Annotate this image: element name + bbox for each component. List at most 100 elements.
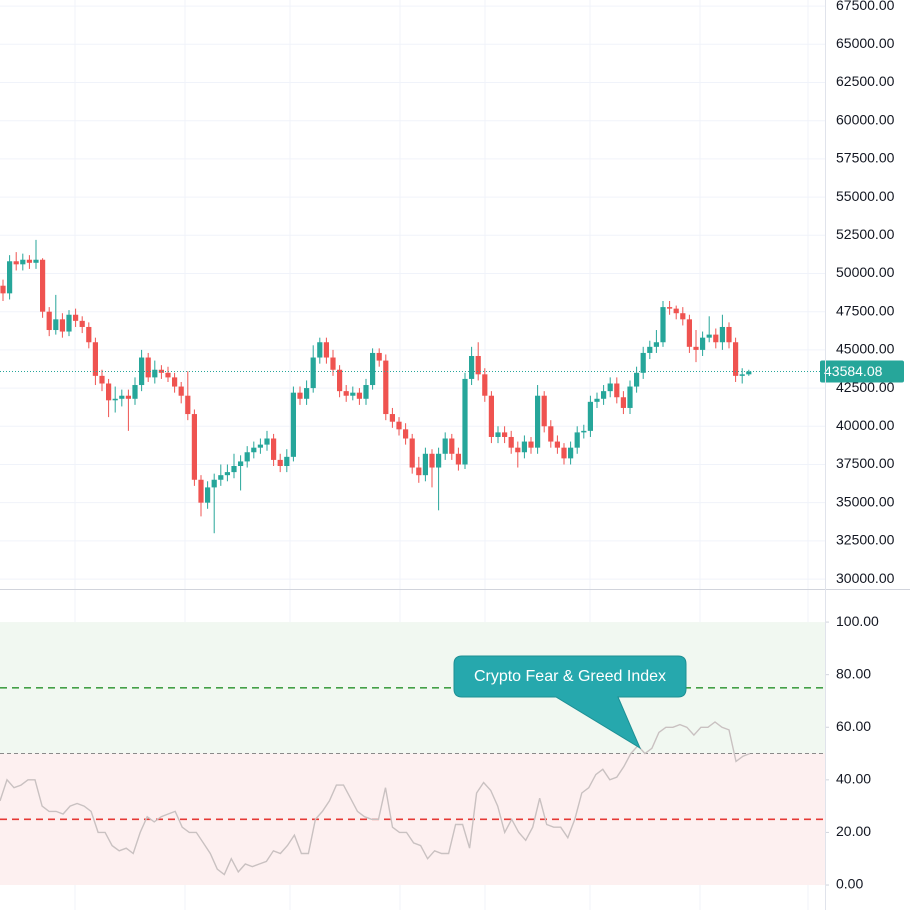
candle-body (449, 438, 455, 454)
candle-body (376, 352, 382, 361)
layers: 30000.00 32500.00 35000.00 37500.00 40000.00… (0, 0, 904, 892)
candle-body (99, 375, 105, 384)
candle-body (647, 346, 653, 353)
candle-body (257, 444, 263, 448)
y-tick-label: 62500.00 (836, 73, 895, 89)
y-tick-label: 60000.00 (836, 111, 895, 127)
candle-body (370, 352, 376, 386)
candle-body (350, 392, 356, 396)
candle-body (475, 355, 481, 375)
candle-body (667, 307, 673, 309)
annotation-callout (453, 655, 687, 750)
candle-body (713, 334, 719, 343)
candle-body (330, 357, 336, 370)
y-tick-label: 60.00 (836, 718, 871, 734)
candle-body (521, 441, 527, 453)
y-tick-label: 52500.00 (836, 226, 895, 242)
y-tick-label: 50000.00 (836, 264, 895, 280)
candle-body (554, 441, 560, 448)
candle-body (191, 414, 197, 480)
candle-body (20, 259, 26, 265)
candle-body (686, 319, 692, 347)
candle-body (416, 467, 422, 476)
candle-body (218, 475, 224, 480)
candle-body (680, 313, 686, 320)
candle-body (145, 357, 151, 378)
candle-body (73, 314, 79, 321)
candle-body (515, 447, 521, 453)
candle-body (581, 430, 587, 433)
candle-body (568, 447, 574, 459)
candle-body (640, 352, 646, 373)
y-tick-label: 47500.00 (836, 302, 895, 318)
y-tick-label: 57500.00 (836, 150, 895, 166)
candle-body (528, 441, 534, 448)
candle-body (356, 392, 362, 399)
candle-body (264, 438, 270, 445)
y-tick-label: 37500.00 (836, 455, 895, 471)
candle-body (488, 395, 494, 437)
candle-body (106, 383, 112, 401)
y-tick-label: 42500.00 (836, 379, 895, 395)
candle-body (284, 456, 290, 467)
candle-body (46, 311, 52, 331)
candle-body (495, 432, 501, 437)
y-tick-label: 30000.00 (836, 570, 895, 586)
candle-body (422, 453, 428, 476)
candle-body (469, 355, 475, 379)
candle-body (508, 436, 514, 448)
candle-body (442, 438, 448, 454)
candle-body (290, 392, 296, 457)
y-tick-label: 45000.00 (836, 341, 895, 357)
candle-body (277, 459, 283, 467)
candle-body (79, 320, 85, 327)
candle-body (304, 388, 310, 399)
candle-body (601, 391, 607, 399)
candle-body (574, 432, 580, 448)
candle-body (337, 369, 343, 392)
candle-body (502, 432, 508, 437)
candle-body (561, 447, 567, 459)
candle-body (673, 308, 679, 314)
y-tick-label: 67500.00 (836, 0, 895, 13)
candle-body (739, 374, 745, 376)
candle-body (66, 314, 72, 332)
y-tick-label: 40000.00 (836, 417, 895, 433)
candle-body (211, 479, 217, 488)
candle-body (548, 426, 554, 442)
candle-body (7, 261, 13, 294)
candle-body (462, 378, 468, 465)
candle-body (343, 391, 349, 396)
candle-body (119, 395, 125, 399)
candle-body (178, 386, 184, 396)
candle-body (634, 372, 640, 387)
index-line (0, 721, 751, 876)
candle-body (0, 285, 6, 294)
candle-body (436, 453, 442, 468)
candle-body (455, 453, 461, 465)
candle-body (607, 383, 613, 392)
candle-body (535, 395, 541, 448)
last-price-label: 43584.08 (824, 363, 883, 379)
candle-body (112, 398, 118, 401)
candle-body (733, 342, 739, 376)
candle-body (297, 392, 303, 399)
candle-body (482, 374, 488, 396)
candle-body (33, 259, 39, 263)
candle-body (231, 466, 237, 473)
vertical-grid (74, 0, 809, 910)
candle-body (403, 429, 409, 439)
y-tick-label: 55000.00 (836, 188, 895, 204)
candle-body (53, 319, 59, 331)
y-tick-label: 35000.00 (836, 493, 895, 509)
candle-body (706, 334, 712, 338)
candle-body (238, 461, 244, 467)
candle-body (158, 369, 164, 373)
candle-body (198, 479, 204, 503)
y-tick-label: 20.00 (836, 823, 871, 839)
y-tick-label: 32500.00 (836, 532, 895, 548)
candle-body (726, 326, 732, 343)
candle-body (627, 386, 633, 408)
candle-body (719, 326, 725, 343)
candle-body (185, 395, 191, 415)
